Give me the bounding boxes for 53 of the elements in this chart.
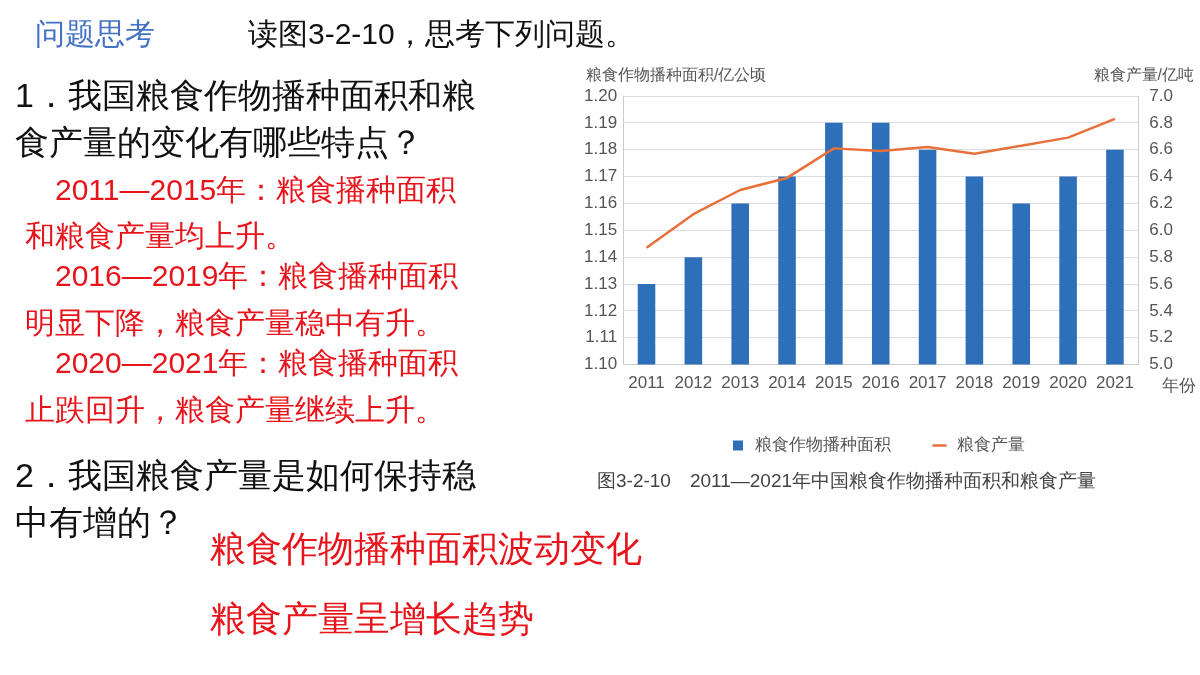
text: 粮食作物播种面积波动变化: [210, 528, 642, 569]
y2-tick-label: 5.0: [1149, 354, 1174, 374]
y2-tick-label: 6.2: [1149, 193, 1174, 213]
text: 和粮食产量均上升。: [25, 219, 295, 252]
y2-tick-label: 6.0: [1149, 219, 1174, 239]
y2-tick-label: 7.0: [1149, 85, 1174, 105]
y2-tick-label: 5.6: [1149, 273, 1174, 293]
y-tick-label: 1.19: [583, 112, 618, 132]
y-tick-label: 1.13: [583, 273, 618, 293]
text: 止跌回升，粮食产量继续上升。: [25, 393, 445, 426]
x-tick-label: 2014: [768, 373, 806, 393]
legend-label: 粮食作物播种面积: [755, 435, 891, 455]
y2-axis-title: 粮食产量/亿吨: [1093, 66, 1194, 84]
text: 粮食产量呈增长趋势: [210, 598, 534, 639]
chart-subtitle: 读图3-2-10，思考下列问题。: [248, 17, 635, 50]
y2-tick-label: 6.4: [1149, 166, 1174, 186]
x-tick-label: 2019: [1002, 373, 1041, 393]
y-tick-label: 1.16: [583, 193, 618, 213]
y2-tick-label: 6.8: [1149, 112, 1174, 132]
x-axis-title: 年份: [1162, 376, 1196, 396]
y-tick-label: 1.17: [583, 166, 618, 186]
text: 1．我国粮食作物播种面积和粮: [15, 76, 476, 114]
text: 问题思考: [35, 17, 155, 50]
x-tick-label: 2018: [955, 373, 994, 393]
x-tick-label: 2015: [814, 373, 853, 393]
y-tick-label: 1.11: [585, 327, 618, 347]
x-tick-label: 2013: [721, 373, 760, 393]
text: 2．我国粮食产量是如何保持稳: [15, 456, 476, 494]
text: 2016—2019年：粮食播种面积: [55, 259, 459, 292]
y2-tick-label: 5.4: [1149, 300, 1174, 320]
legend-label: 粮食产量: [956, 435, 1025, 455]
y-tick-label: 1.18: [583, 139, 618, 159]
x-tick-label: 2011: [628, 373, 665, 393]
y-tick-label: 1.14: [583, 246, 618, 266]
x-tick-label: 2016: [861, 373, 900, 393]
text: 中有增的？: [15, 503, 185, 541]
text: 2020—2021年：粮食播种面积: [55, 346, 459, 379]
x-tick-label: 2020: [1049, 373, 1088, 393]
text: 食产量的变化有哪些特点？: [15, 123, 423, 161]
y2-tick-label: 5.8: [1149, 246, 1174, 266]
y-tick-label: 1.10: [583, 354, 618, 374]
y-tick-label: 1.20: [583, 85, 618, 105]
y-axis-title: 粮食作物播种面积/亿公顷: [586, 66, 767, 84]
x-tick-label: 2021: [1096, 373, 1134, 393]
text: 明显下降，粮食产量稳中有升。: [25, 306, 445, 339]
y2-tick-label: 6.6: [1149, 139, 1174, 159]
y-tick-label: 1.15: [583, 219, 618, 239]
y-tick-label: 1.12: [583, 300, 618, 320]
x-tick-label: 2012: [674, 373, 713, 393]
y2-tick-label: 5.2: [1149, 327, 1174, 347]
caption: 图3-2-10 2011—2021年中国粮食作物播种面积和粮食产量: [597, 470, 1097, 491]
x-tick-label: 2017: [908, 373, 947, 393]
text: 2011—2015年：粮食播种面积: [55, 173, 457, 206]
